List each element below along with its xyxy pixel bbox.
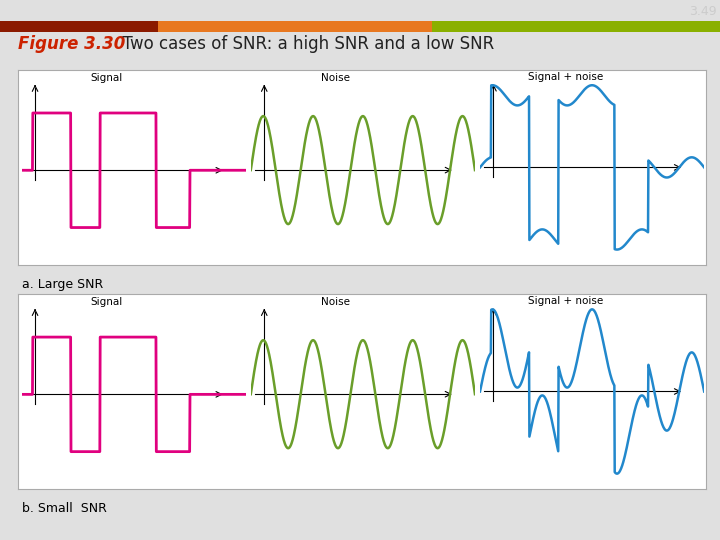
Text: Signal + noise: Signal + noise	[528, 296, 603, 306]
Text: Signal + noise: Signal + noise	[528, 72, 603, 82]
Text: Signal: Signal	[91, 73, 123, 83]
Text: Noise: Noise	[322, 72, 351, 83]
Text: Figure 3.30: Figure 3.30	[18, 35, 125, 53]
Text: b. Small  SNR: b. Small SNR	[22, 502, 107, 515]
Text: Noise: Noise	[322, 296, 351, 307]
Text: Signal: Signal	[91, 297, 123, 307]
Text: Two cases of SNR: a high SNR and a low SNR: Two cases of SNR: a high SNR and a low S…	[112, 35, 494, 53]
Bar	[158, 21, 432, 32]
Text: a. Large SNR: a. Large SNR	[22, 278, 103, 291]
Bar	[0, 21, 158, 32]
Bar	[432, 21, 720, 32]
Text: 3.49: 3.49	[689, 5, 716, 18]
